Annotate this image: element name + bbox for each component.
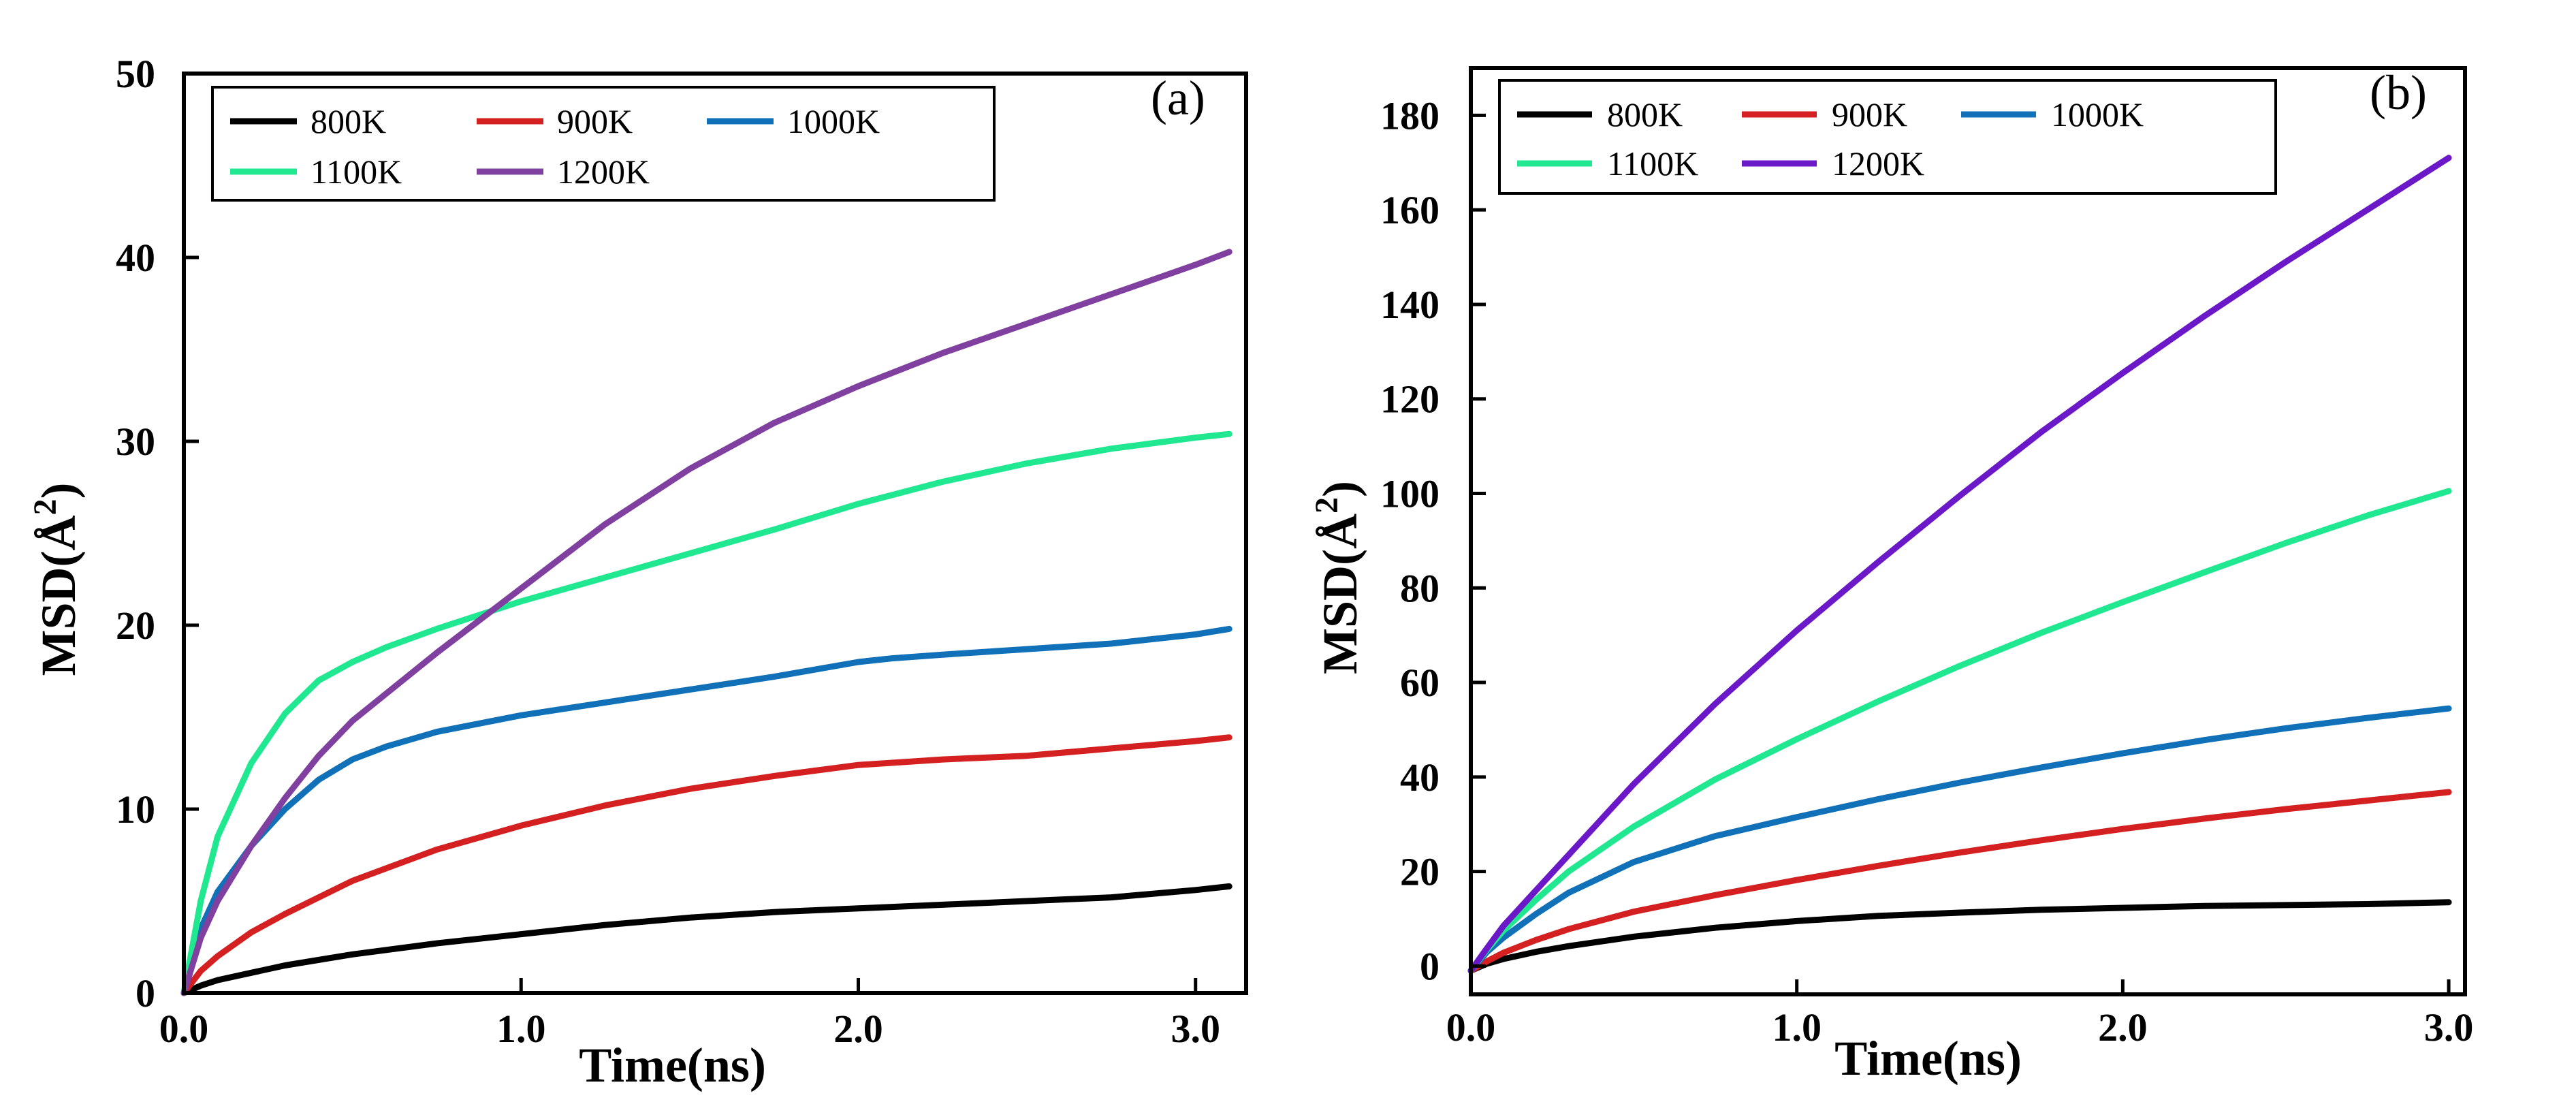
panel-a-legend-box — [211, 86, 996, 202]
panel-b-legend: 800K 900K 1000K 1100K 1200K — [1498, 79, 2277, 195]
panel-a-ytick-label: 50 — [116, 52, 155, 96]
panel-b-series-line-800k — [1467, 899, 2452, 974]
panel-a-series-line-1100k — [180, 430, 1233, 996]
panel-a-y-axis-title-sup: 2 — [27, 499, 63, 516]
panel-b-x-axis-title: Time(ns) — [1834, 1031, 2022, 1086]
panel-a-ytick-label: 0 — [136, 971, 155, 1015]
panel-a-xtick-label: 2.0 — [833, 1007, 883, 1051]
panel-a-legend-label: 1200K — [557, 153, 650, 191]
panel-a-legend-item-900k: 900K — [477, 102, 633, 140]
panel-b-legend-box — [1498, 79, 2277, 195]
panel-b-ytick-label: 100 — [1380, 471, 1440, 516]
panel-b-series-line-1000k — [1467, 705, 2452, 974]
panel-a-series-line-800k — [180, 883, 1233, 996]
panel-a-series-line-900k — [180, 734, 1233, 996]
panel-a-y-axis-title-close: ) — [31, 483, 86, 499]
chart-panel-b: 0 20 40 60 80 100 120 140 160 180 0.0 1.0 2.0 3.0 Time… — [1309, 65, 2474, 1086]
panel-b-plot-frame — [1469, 66, 2467, 996]
panel-b-legend-item-1200k: 1200K — [1742, 144, 1924, 183]
panel-a-legend-label: 1000K — [787, 102, 880, 140]
panel-b-legend-item-1100k: 1100K — [1517, 144, 1698, 183]
panel-b-ytick-label: 0 — [1420, 944, 1440, 988]
panel-b-ytick-label: 180 — [1380, 93, 1440, 138]
panel-b-series-line-1100k — [1467, 488, 2452, 974]
panel-b-ytick-label: 80 — [1400, 566, 1440, 610]
panel-a-series-line-1000k — [180, 625, 1233, 996]
panel-a-legend-label: 1100K — [311, 153, 402, 191]
panel-b-legend-item-900k: 900K — [1742, 95, 1907, 133]
panel-b-ytick-label: 120 — [1380, 377, 1440, 422]
chart-panel-a: 0 10 20 30 40 50 0.0 1.0 2.0 3.0 Time(ns) MSD(Å2) (a… — [27, 52, 1248, 1092]
panel-a-xtick-label: 3.0 — [1171, 1007, 1220, 1051]
panel-a-y-axis-title-main: MSD(Å — [31, 516, 86, 676]
panel-a-ytick-label: 20 — [116, 603, 155, 648]
panel-b-y-axis-title: MSD(Å2) — [1309, 481, 1367, 674]
panel-b-legend-item-1000k: 1000K — [1961, 95, 2144, 133]
panel-a-legend-item-1200k: 1200K — [477, 153, 650, 191]
panel-a-plot-frame — [182, 72, 1248, 995]
panel-b-legend-label: 1000K — [2051, 95, 2144, 133]
panel-b-ytick-label: 20 — [1400, 850, 1440, 894]
panel-a-y-axis-title: MSD(Å2) — [27, 483, 86, 676]
panel-b-ytick-label: 140 — [1380, 283, 1440, 327]
panel-b-y-axis-title-close: ) — [1313, 481, 1367, 497]
panel-b-y-axis-title-sup: 2 — [1309, 497, 1345, 514]
panel-b-series-group — [1467, 155, 2452, 974]
panel-a-legend: 800K 900K 1000K 1100K 1200K — [211, 86, 996, 202]
panel-b-xtick-label: 3.0 — [2424, 1005, 2474, 1050]
panel-b-y-axis-title-main: MSD(Å — [1313, 514, 1367, 674]
panel-b-legend-label: 1100K — [1607, 144, 1698, 183]
panel-b-ytick-label: 160 — [1380, 188, 1440, 232]
panel-b-ytick-label: 40 — [1400, 755, 1440, 800]
panel-a-series-line-1200k — [180, 249, 1233, 996]
panel-b-legend-label: 1200K — [1832, 144, 1924, 183]
panel-a-ytick-label: 30 — [116, 420, 155, 464]
panel-a-legend-label: 800K — [311, 102, 386, 140]
panel-b-series-line-900k — [1467, 789, 2452, 974]
panel-a-legend-item-1100k: 1100K — [230, 153, 402, 191]
panel-a-ytick-label: 10 — [116, 787, 155, 832]
panel-b-legend-item-800k: 800K — [1517, 95, 1683, 133]
panel-b-legend-label: 900K — [1832, 95, 1907, 133]
panel-b-xtick-label: 1.0 — [1772, 1005, 1822, 1050]
panel-b-series-line-1200k — [1467, 155, 2452, 974]
panel-a-panel-label: (a) — [1151, 71, 1205, 125]
panel-a-xtick-label: 0.0 — [159, 1007, 209, 1051]
panel-b-legend-label: 800K — [1607, 95, 1683, 133]
panel-b-xtick-label: 2.0 — [2098, 1005, 2148, 1050]
panel-a-legend-item-800k: 800K — [230, 102, 386, 140]
panel-b-ytick-label: 60 — [1400, 661, 1440, 705]
panel-a-ytick-label: 40 — [116, 236, 155, 280]
panel-a-series-group — [180, 249, 1233, 996]
panel-b-xtick-label: 0.0 — [1446, 1005, 1496, 1050]
panel-b-panel-label: (b) — [2370, 65, 2427, 120]
panel-a-x-axis-title: Time(ns) — [579, 1038, 766, 1092]
panel-a-legend-item-1000k: 1000K — [707, 102, 880, 140]
panel-a-legend-label: 900K — [557, 102, 633, 140]
panel-a-xtick-label: 1.0 — [496, 1007, 546, 1051]
